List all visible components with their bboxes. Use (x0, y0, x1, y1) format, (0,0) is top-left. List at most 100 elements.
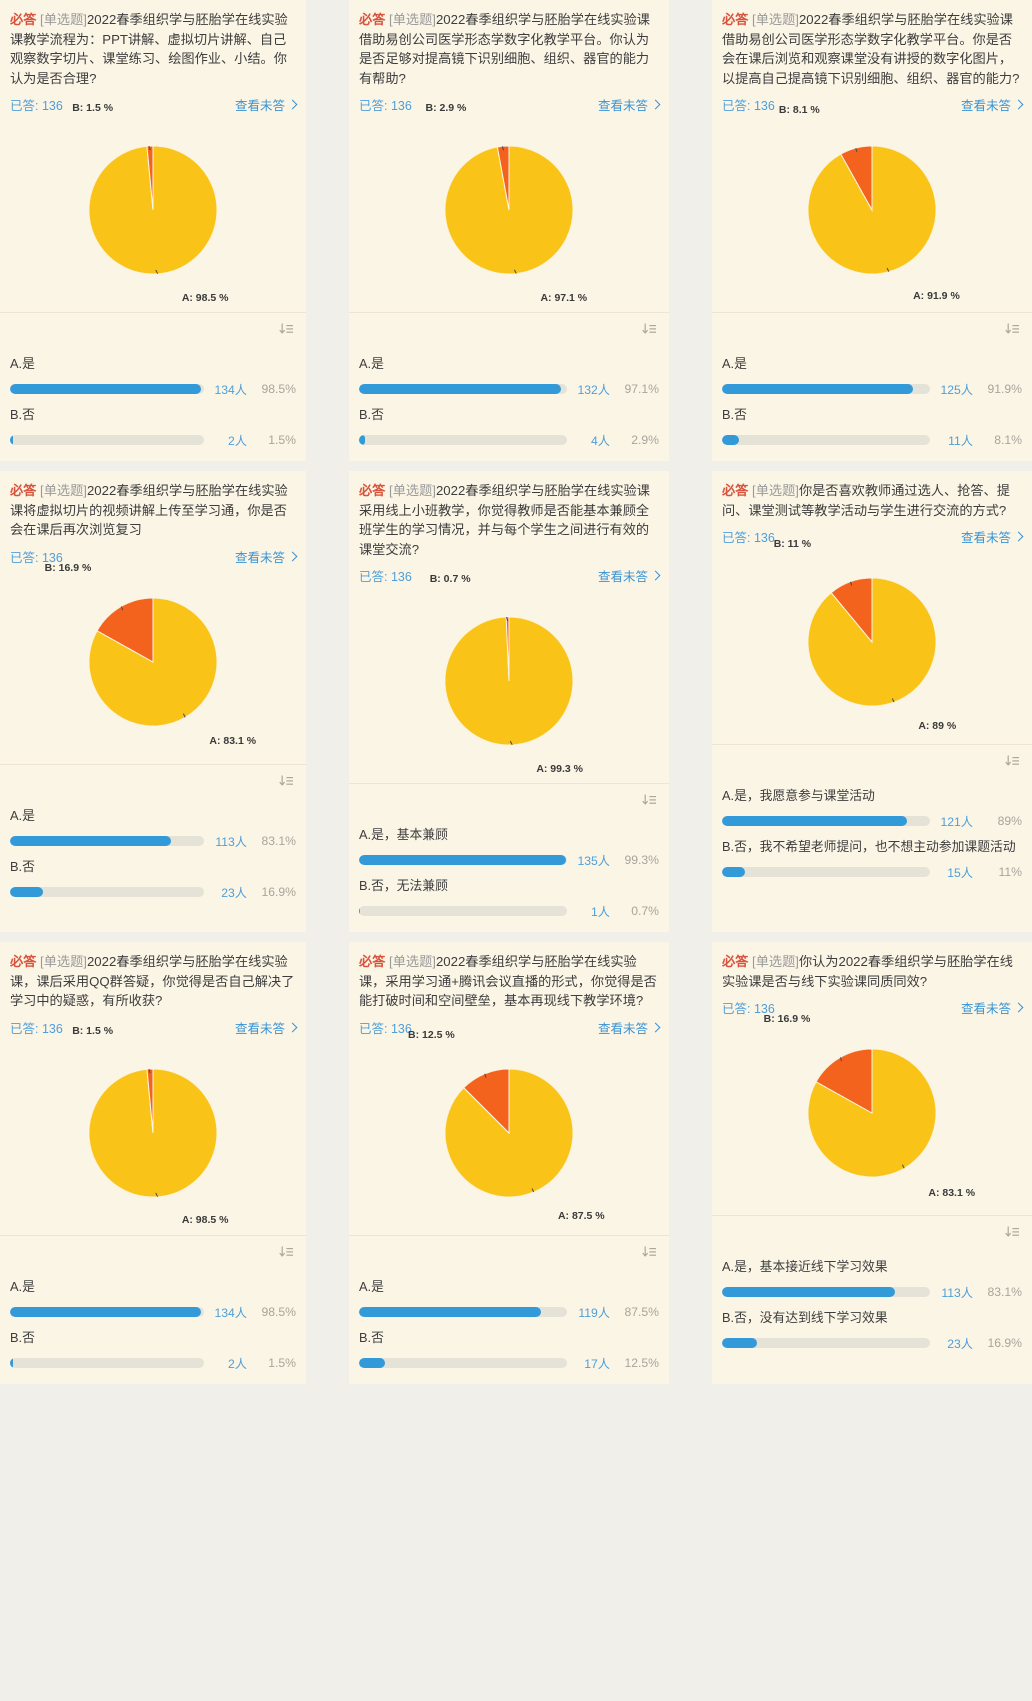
option-bar-track (10, 435, 204, 445)
option-bar-track (359, 855, 567, 865)
option-count: 1人 (591, 905, 610, 919)
answer-results: A.是 132人 97.1% B.否 4人 2.9% (349, 313, 669, 461)
pie-chart-area: B: 1.5 % A: 98.5 % (0, 1025, 306, 1236)
question-type-label: [单选题] (40, 483, 87, 498)
required-badge: 必答 (10, 12, 37, 27)
survey-question-card: 必答 [单选题]你是否喜欢教师通过选人、抢答、提问、课堂测试等教学活动与学生进行… (712, 471, 1032, 932)
sort-descending-icon[interactable] (279, 774, 294, 793)
pie-chart (88, 575, 218, 742)
pie-chart (444, 1042, 574, 1217)
option-percent: 0.7% (631, 904, 659, 918)
option-label: A.是 (359, 1278, 384, 1294)
option-bar-row: 134人 98.5% (10, 380, 296, 398)
answer-option: B.否，无法兼顾 1人 0.7% (359, 877, 659, 920)
option-count: 11人 (948, 434, 973, 448)
view-unanswered-link[interactable]: 查看未答 (961, 998, 1024, 1017)
option-percent: 83.1% (987, 1285, 1022, 1299)
option-percent: 11% (998, 865, 1023, 879)
option-bar-fill (10, 835, 172, 846)
pie-slice-b (146, 1067, 154, 1133)
view-unanswered-link[interactable]: 查看未答 (960, 95, 1024, 114)
view-unanswered-label: 查看未答 (234, 550, 285, 565)
option-bar-track (10, 1306, 204, 1317)
option-bar-fill (722, 384, 914, 394)
option-percent: 91.9% (987, 382, 1022, 396)
option-bar-fill (359, 384, 561, 394)
pie-chart-wrapper: B: 1.5 % A: 98.5 % (72, 102, 228, 304)
option-label: B.否，无法兼顾 (359, 878, 448, 893)
view-unanswered-label: 查看未答 (960, 99, 1011, 113)
pie-label-b: B: 2.9 % (425, 102, 467, 115)
option-count: 121人 (940, 815, 973, 829)
option-bar-row: 2人 1.5% (10, 431, 296, 449)
question-meta: 已答: 136 查看未答 (10, 547, 298, 568)
answer-option: B.否 2人 1.5% (10, 1329, 296, 1372)
answered-count: 已答: 136 (359, 99, 412, 113)
question-header: 必答 [单选题]2022春季组织学与胚胎学在线实验课，课后采用QQ群答疑，你觉得… (0, 942, 306, 1045)
answer-option: A.是，基本兼顾 135人 99.3% (359, 826, 659, 869)
survey-question-card: 必答 [单选题]2022春季组织学与胚胎学在线实验课，课后采用QQ群答疑，你觉得… (0, 942, 306, 1384)
answer-option: B.否 23人 16.9% (10, 858, 296, 901)
answer-option: A.是，我愿意参与课堂活动 121人 89% (722, 787, 1022, 830)
view-unanswered-link[interactable]: 查看未答 (234, 547, 298, 566)
option-label: A.是 (10, 356, 35, 371)
pie-label-b: B: 1.5 % (72, 1024, 114, 1037)
option-count: 134人 (214, 383, 247, 397)
sort-descending-icon[interactable] (279, 323, 294, 341)
view-unanswered-label: 查看未答 (597, 1021, 648, 1036)
pie-label-a: A: 97.1 % (540, 291, 588, 304)
sort-descending-icon[interactable] (1005, 323, 1020, 341)
survey-results-grid: 必答 [单选题] 2022春季组织学与胚胎学在线实验课教学流程为：PPT讲解、虚拟… (0, 0, 1032, 1384)
view-unanswered-link[interactable]: 查看未答 (597, 1018, 661, 1037)
question-type-label: [单选题] (752, 954, 799, 969)
option-percent: 1.5% (268, 1355, 296, 1370)
question-body: 2022春季组织学与胚胎学在线实验课教学流程为：PPT讲解、虚拟切片讲解、自己观… (10, 12, 288, 86)
chevron-right-icon (1013, 99, 1024, 110)
sort-descending-icon[interactable] (1005, 755, 1020, 773)
answered-count: 已答: 136 (722, 1002, 775, 1016)
option-bar-row: 11人 8.1% (722, 431, 1022, 449)
option-bar-row: 23人 16.9% (722, 1334, 1022, 1352)
answer-option: B.否 17人 12.5% (359, 1329, 659, 1372)
question-header: 必答 [单选题]2022春季组织学与胚胎学在线实验课借助易创公司医学形态学数字化… (712, 0, 1032, 122)
chevron-right-icon (287, 1022, 298, 1032)
sort-descending-icon[interactable] (279, 1245, 294, 1264)
option-bar-fill (10, 1306, 202, 1317)
pie-slice-b (815, 1048, 873, 1114)
answer-option: A.是，基本接近线下学习效果 113人 83.1% (722, 1258, 1022, 1301)
answer-results: A.是，我愿意参与课堂活动 121人 89% B.否，我不希望老师提问，也不想主动参加… (712, 745, 1032, 893)
pie-chart-wrapper: B: 16.9 % A: 83.1 % (764, 1013, 975, 1198)
survey-question-card: 必答 [单选题]2022春季组织学与胚胎学在线实验课，采用学习通+腾讯会议直播的… (349, 942, 669, 1384)
option-count: 132人 (577, 383, 610, 397)
option-bar-row: 125人 91.9% (722, 380, 1022, 398)
option-percent: 2.9% (631, 433, 659, 447)
sort-descending-icon[interactable] (642, 1245, 657, 1264)
view-unanswered-link[interactable]: 查看未答 (598, 95, 661, 114)
sort-descending-icon[interactable] (642, 794, 657, 812)
option-label: B.否，我不希望老师提问，也不想主动参加课题活动 (722, 839, 1016, 854)
answer-results: A.是，基本接近线下学习效果 113人 83.1% B.否，没有达到线下学习效果 23人… (712, 1216, 1032, 1364)
option-label: A.是 (722, 356, 747, 371)
view-unanswered-link[interactable]: 查看未答 (961, 527, 1024, 546)
view-unanswered-link[interactable]: 查看未答 (598, 566, 661, 585)
pie-label-a: A: 91.9 % (913, 290, 960, 303)
question-header: 必答 [单选题]你认为2022春季组织学与胚胎学在线实验课是否与线下实验课同质同… (712, 942, 1032, 1025)
pie-label-b: B: 1.5 % (72, 102, 114, 115)
option-label: A.是，基本接近线下学习效果 (722, 1259, 888, 1274)
question-meta: 已答: 136 查看未答 (722, 95, 1024, 116)
sort-descending-icon[interactable] (1005, 1226, 1020, 1244)
option-bar-fill (10, 886, 43, 897)
pie-label-a: A: 87.5 % (557, 1209, 605, 1222)
option-label: A.是 (10, 1278, 35, 1294)
sort-descending-icon[interactable] (642, 323, 657, 341)
view-unanswered-link[interactable]: 查看未答 (235, 1018, 298, 1037)
question-meta: 已答: 136 查看未答 (359, 95, 661, 116)
question-body: 2022春季组织学与胚胎学在线实验课，采用学习通+腾讯会议直播的形式，你觉得是否… (359, 954, 657, 1008)
answer-option: B.否，我不希望老师提问，也不想主动参加课题活动 15人 11% (722, 838, 1022, 881)
column-gap (669, 471, 712, 942)
question-body: 2022春季组织学与胚胎学在线实验课，课后采用QQ群答疑，你觉得是否自己解决了学… (10, 954, 295, 1008)
option-bar-track (722, 1287, 930, 1297)
question-type-label: [单选题] (389, 954, 436, 969)
view-unanswered-link[interactable]: 查看未答 (235, 95, 298, 114)
option-count: 125人 (940, 383, 973, 397)
